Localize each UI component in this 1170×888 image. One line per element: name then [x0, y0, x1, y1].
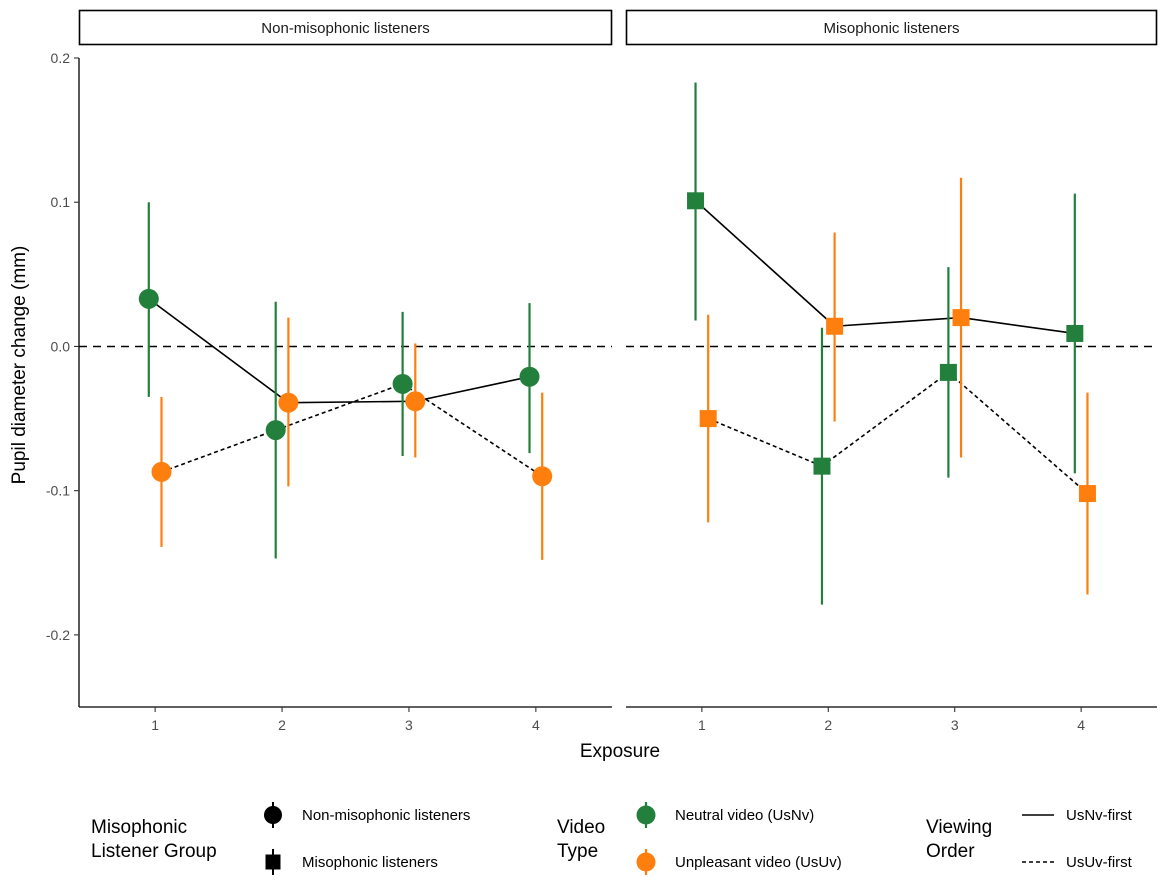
panel-2: Misophonic listeners 1 2 3 4 [625, 9, 1158, 733]
y-tick-label: 0.0 [51, 338, 71, 354]
y-tick-label: 0.1 [51, 194, 71, 210]
x-tick-label: 3 [405, 717, 413, 733]
series-line-usuv-first-segment [821, 371, 949, 467]
legend-label: UsUv-first [1066, 854, 1133, 871]
legend-group-3: Viewing Order UsNv-first UsUv-first [926, 807, 1133, 871]
x-tick-label: 3 [951, 717, 959, 733]
y-axis-title: Pupil diameter change (mm) [9, 246, 30, 485]
series-line-usnv-first-segment [415, 375, 530, 403]
series-line-usuv-first-segment [275, 383, 403, 431]
series-line-usnv-first-segment [960, 316, 1075, 335]
legend-label: Neutral video (UsNv) [675, 807, 814, 824]
series-line-usnv-first-segment [148, 298, 289, 404]
data-point-unpleasant-square [699, 410, 717, 428]
panel-strip [78, 9, 613, 46]
data-point-neutral-square [939, 363, 957, 381]
y-tick-label: 0.2 [51, 50, 71, 66]
series-line-usnv-first-segment [834, 316, 962, 328]
legend-title-line: Listener Group [91, 841, 217, 862]
data-point-neutral-square [1066, 324, 1084, 342]
legend-title-line: Misophonic [91, 817, 187, 838]
legend-key-circle [636, 805, 656, 825]
y-tick-label: -0.1 [46, 483, 70, 499]
series-line-usuv-first-segment [947, 371, 1088, 495]
data-point-neutral-circle [519, 366, 540, 387]
legend: Misophonic Listener Group Non-misophonic l… [91, 802, 1133, 875]
x-tick-label: 2 [278, 717, 286, 733]
x-axis-title: Exposure [580, 741, 660, 762]
data-point-unpleasant-circle [151, 461, 172, 482]
x-tick-label: 4 [532, 717, 540, 733]
legend-label: Non-misophonic listeners [302, 807, 470, 824]
data-point-neutral-square [687, 192, 705, 210]
legend-title-line: Order [926, 841, 975, 862]
data-point-neutral-circle [265, 420, 286, 441]
x-tick-label: 4 [1077, 717, 1085, 733]
legend-title-line: Video [557, 817, 605, 838]
series-line-usnv-first-segment [694, 200, 836, 327]
legend-key-circle [636, 852, 656, 872]
data-point-neutral-square [813, 457, 831, 475]
data-point-unpleasant-circle [278, 392, 299, 413]
legend-label: Misophonic listeners [302, 854, 438, 871]
data-point-neutral-circle [392, 373, 413, 394]
legend-group-2: Video Type Neutral video (UsNv) Unpleasant … [557, 802, 842, 875]
data-point-unpleasant-circle [532, 466, 553, 487]
panel-1: Non-misophonic listeners 0.2 0.1 0.0 -0.1 -0.… [46, 9, 613, 733]
legend-label: Unpleasant video (UsUv) [675, 854, 842, 871]
y-tick-label: -0.2 [46, 627, 70, 643]
x-tick-label: 2 [824, 717, 832, 733]
panels-layer: Non-misophonic listeners 0.2 0.1 0.0 -0.1 -0.… [46, 9, 1158, 733]
data-point-unpleasant-circle [405, 391, 426, 412]
series-line-usnv-first-segment [288, 400, 416, 404]
x-tick-label: 1 [698, 717, 706, 733]
panel-title: Non-misophonic listeners [261, 20, 429, 37]
legend-group-1: Misophonic Listener Group Non-misophonic l… [91, 802, 470, 875]
legend-label: UsNv-first [1066, 807, 1133, 824]
data-point-neutral-circle [138, 288, 159, 309]
series-line-usuv-first-segment [707, 417, 823, 467]
data-point-unpleasant-square [1078, 485, 1096, 503]
panel-title: Misophonic listeners [824, 20, 960, 37]
legend-title-line: Viewing [926, 817, 992, 838]
legend-key-square [265, 854, 281, 870]
data-point-unpleasant-square [826, 317, 844, 335]
x-tick-label: 1 [151, 717, 159, 733]
panel-strip [625, 9, 1158, 46]
legend-key-circle [264, 806, 282, 824]
data-point-unpleasant-square [952, 309, 970, 327]
legend-title-line: Type [557, 841, 598, 862]
series-line-usuv-first-segment [161, 429, 276, 473]
